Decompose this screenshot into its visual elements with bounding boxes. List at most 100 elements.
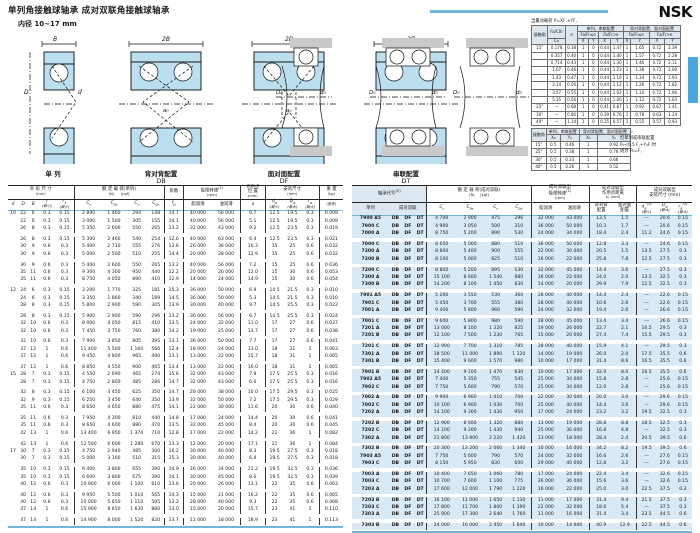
lt-d-group	[8, 492, 18, 499]
rt-c0rk: 590	[514, 318, 524, 324]
lt-crk: 1 520	[130, 518, 144, 524]
rt-n2: 17 000	[566, 369, 583, 375]
lt-n2: 56 000	[217, 218, 235, 224]
rt-c0rk: 930	[514, 369, 524, 375]
rt-c0rk: 980	[514, 359, 524, 365]
lt-c0rk: 254	[151, 237, 161, 243]
lt-r1: 0.15	[59, 397, 70, 403]
page-title: 单列角接触球轴承 成对双联角接触球轴承	[8, 6, 170, 16]
lt-B: 9	[31, 251, 35, 257]
lt-d-group	[8, 456, 18, 463]
rt-sfx-2: DT	[416, 282, 424, 288]
lt-D: 30	[20, 456, 27, 462]
lt-cr: 15 900	[73, 507, 103, 515]
lt-D: 28	[20, 313, 27, 319]
rt-crk: 1 230	[489, 333, 503, 339]
rt-cr: 14 100	[426, 409, 456, 418]
rt-code: 7203 C	[361, 505, 380, 510]
static-load-table: 接触角 单列、串联配置 背对背配置、面对面配置 X₀ Y₀ X₀ Y₀ 15° 0…	[531, 127, 681, 172]
rt-a2: 7.8	[621, 256, 629, 262]
lt-B: 8	[31, 226, 35, 232]
rt-code: 7303 B	[361, 523, 380, 529]
lt-f0: 14.4	[163, 251, 184, 259]
lt-w: 0.032	[318, 251, 343, 259]
rt-crk: 530	[491, 293, 500, 299]
lt-cr: 3 000	[73, 218, 103, 226]
lt-d-group	[8, 416, 18, 423]
rt-cr: 13 000	[426, 325, 456, 334]
rt-a2: 4.8	[621, 428, 629, 434]
coef-y1: 0	[587, 73, 599, 83]
table-row: 7203 A DB DF DT 17 600 12 000 1 790 1 220 16 000…	[352, 486, 692, 494]
rt-n2: 22 000	[566, 256, 583, 262]
lt-ra: 1	[308, 518, 312, 524]
table-row: 7200 A DB DF DT 8 800 5 400 900 555 22 000 30 000…	[352, 248, 692, 257]
lt-B: 12	[30, 492, 37, 498]
rt-Da: 29.6	[659, 402, 670, 408]
lt-f0: 14.1	[163, 404, 184, 413]
coef-y4: 2.11	[664, 58, 681, 68]
lt-c0rk: 610	[151, 481, 161, 487]
lt-f0: 14.1	[163, 474, 184, 482]
lt-r1: 0.15	[59, 372, 70, 378]
lt-Da: 32.5	[287, 467, 298, 473]
table-row: 28 8 0.3 0.15 5 900 2 900 590 296 13.2 36 000 56 0…	[8, 313, 343, 321]
lt-w: 0.036	[318, 262, 343, 270]
table-row: 1.07 0.46 1 0 0.44 1.23 1 1.38 0.72 2.00	[530, 66, 681, 75]
lt-r1: 0.15	[59, 390, 70, 396]
diagram-single-row: B D d	[24, 36, 82, 164]
rt-cr: 12 900	[426, 420, 456, 428]
rt-a2: 3.6	[621, 267, 629, 273]
rt-da: 17.5	[636, 351, 656, 359]
rt-ra: 0.3	[679, 420, 687, 426]
rt-n2: 17 000	[566, 497, 583, 503]
lt-D: 28	[20, 302, 27, 308]
rt-crk: 755	[491, 377, 500, 383]
lt-n2: 43 000	[217, 379, 235, 385]
lt-a: 9.3	[240, 499, 266, 508]
lt-da: 15	[264, 269, 284, 277]
rt-n2: 45 000	[566, 267, 583, 273]
lt-D: 26	[20, 237, 27, 243]
rt-a1: 29.9	[588, 281, 613, 290]
lt-crk: 950	[132, 270, 142, 275]
lt-n2: 24 000	[217, 277, 235, 283]
table-row: 7300 A DB DF DT 15 100 8 600 1 540 880 16 000 22 …	[352, 274, 692, 282]
lt-c0rk: 380	[151, 328, 161, 334]
rt-n2: 45 000	[566, 318, 583, 324]
lt-d-group	[8, 364, 18, 371]
lt-cr: 5 300	[73, 236, 103, 245]
coef-x1: 1	[577, 44, 589, 53]
rt-n1: 13 000	[530, 420, 561, 428]
rt-c0rk: 310	[514, 223, 524, 229]
coef-angle	[530, 81, 549, 90]
lt-B: 11	[30, 270, 37, 275]
rt-n1: 25 000	[530, 402, 561, 410]
rt-cr: 18 500	[426, 351, 456, 359]
header-rule	[430, 10, 608, 13]
rt-ra: 0.15	[677, 293, 689, 299]
rt-c0rk: 555	[514, 249, 524, 255]
lt-ra: 0.3	[306, 390, 314, 396]
lt-da: 14.5	[264, 313, 284, 321]
lt-crk: 880	[132, 423, 142, 429]
lt-c0rk: 276	[151, 244, 161, 250]
lt-cr: 4 750	[73, 448, 103, 456]
rt-a1: 12.8	[588, 460, 613, 469]
lt-c0r: 3 750	[107, 328, 121, 334]
lt-da: 14.5	[264, 295, 284, 303]
rt-ra: 0.15	[677, 402, 689, 408]
lt-c0rk: 286	[151, 379, 161, 385]
lt-col-Cr: Cr	[73, 199, 103, 211]
rt-n2: 16 000	[566, 512, 583, 518]
rt-code: 7201 C	[361, 344, 380, 350]
rt-c0rk: 1 220	[512, 486, 526, 492]
rt-sfx-0: DB	[391, 300, 400, 306]
catalog-page: 单列角接触球轴承 成对双联角接触球轴承 内径 10~17 mm NSK	[8, 3, 698, 533]
rt-c0r: 5 200	[463, 231, 477, 237]
lt-cr: 9 450	[73, 353, 103, 362]
lt-w: 0.113	[318, 517, 343, 526]
rt-c0rk: 600	[514, 461, 524, 467]
rt-a2: 12.9	[619, 523, 630, 529]
lt-D: 37	[20, 364, 27, 370]
